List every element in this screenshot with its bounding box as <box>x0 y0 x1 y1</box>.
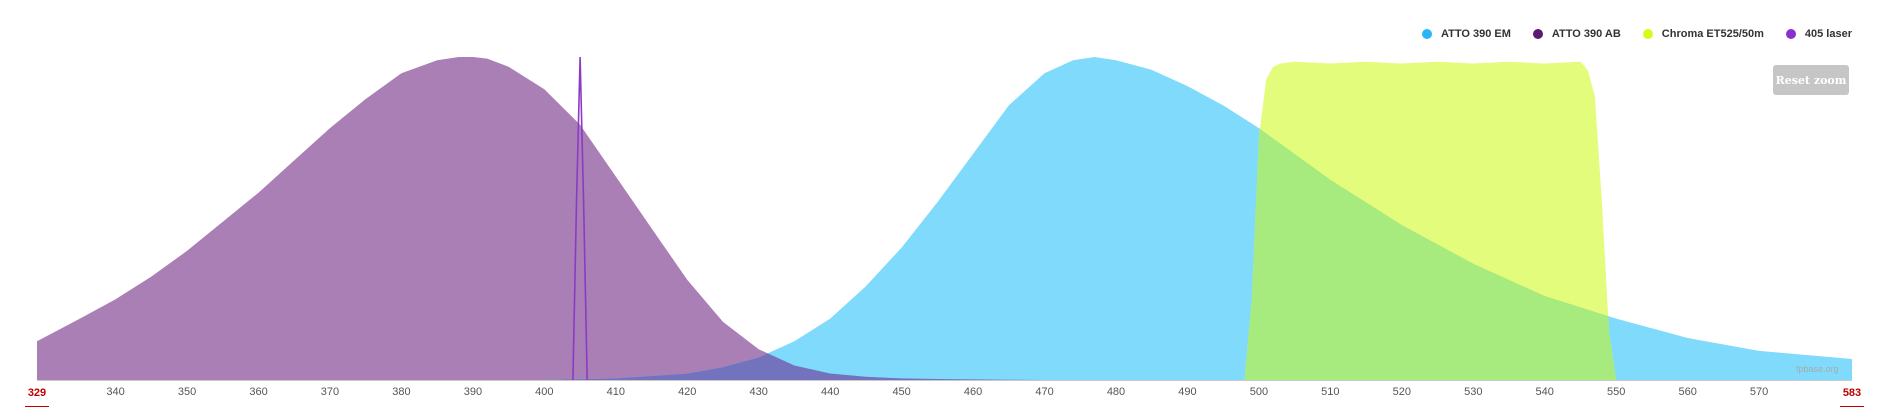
legend-item-atto390-ab[interactable]: ATTO 390 AB <box>1532 28 1621 40</box>
series-line-405-laser <box>572 56 588 381</box>
legend-marker-circle-icon <box>1642 29 1653 39</box>
x-tick-label: 360 <box>249 386 267 398</box>
x-tick-label: 340 <box>106 386 124 398</box>
x-tick-label: 460 <box>964 386 982 398</box>
x-tick-label: 390 <box>464 386 482 398</box>
x-tick-label: 510 <box>1321 386 1339 398</box>
x-tick-label: 480 <box>1107 386 1125 398</box>
legend-marker-circle-icon <box>1532 29 1543 39</box>
legend-marker-circle-icon <box>1785 29 1796 39</box>
x-tick-label: 520 <box>1393 386 1411 398</box>
x-tick-label: 410 <box>607 386 625 398</box>
x-tick-label: 400 <box>535 386 553 398</box>
x-tick-label: 440 <box>821 386 839 398</box>
legend-item-405-laser[interactable]: 405 laser <box>1785 28 1852 40</box>
x-tick-label: 450 <box>892 386 910 398</box>
x-extreme-label: 583 <box>1843 387 1861 399</box>
x-tick-label: 420 <box>678 386 696 398</box>
x-tick-label: 470 <box>1035 386 1053 398</box>
spectra-areas <box>37 56 1852 381</box>
x-tick-label: 560 <box>1678 386 1696 398</box>
x-tick-label: 570 <box>1750 386 1768 398</box>
credit-text: fpbase.org <box>1796 364 1839 374</box>
x-tick-label: 380 <box>392 386 410 398</box>
legend: ATTO 390 EM ATTO 390 AB Chroma ET525/50m… <box>1422 28 1852 40</box>
x-tick-label: 430 <box>750 386 768 398</box>
x-tick-label: 550 <box>1607 386 1625 398</box>
x-tick-label: 370 <box>321 386 339 398</box>
series-area-atto390-ab <box>37 57 1045 380</box>
legend-marker-circle-icon <box>1422 29 1433 39</box>
x-tick-label: 540 <box>1536 386 1554 398</box>
x-axis: 340 350 360 370 380 390 400 410 420 430 440 450 460 4… <box>25 380 1864 407</box>
legend-label: ATTO 390 EM <box>1441 28 1511 40</box>
x-tick-label: 500 <box>1250 386 1268 398</box>
x-extreme-label: 329 <box>28 387 46 399</box>
legend-item-chroma-et525[interactable]: Chroma ET525/50m <box>1642 28 1764 40</box>
legend-item-atto390-em[interactable]: ATTO 390 EM <box>1422 28 1511 40</box>
x-tick-label: 530 <box>1464 386 1482 398</box>
legend-label: 405 laser <box>1804 28 1852 40</box>
x-tick-label: 350 <box>178 386 196 398</box>
legend-label: Chroma ET525/50m <box>1661 28 1764 40</box>
reset-zoom-button[interactable]: Reset zoom <box>1773 65 1849 95</box>
legend-label: ATTO 390 AB <box>1551 28 1621 40</box>
x-tick-label: 490 <box>1178 386 1196 398</box>
series-area-atto390-em <box>544 57 1852 380</box>
